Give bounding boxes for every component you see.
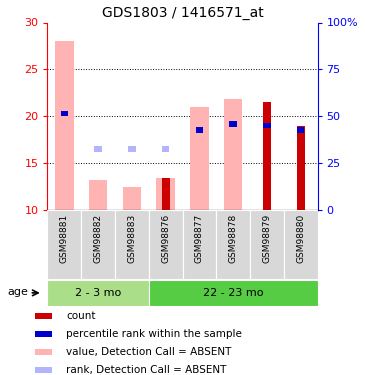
Text: age: age: [7, 287, 28, 297]
Bar: [35, 367, 52, 373]
Text: 2 - 3 mo: 2 - 3 mo: [75, 288, 121, 298]
Text: GSM98877: GSM98877: [195, 213, 204, 263]
Bar: [190, 107, 209, 210]
FancyBboxPatch shape: [284, 210, 318, 279]
Text: 22 - 23 mo: 22 - 23 mo: [203, 288, 264, 298]
Bar: [61, 111, 68, 116]
Text: GSM98881: GSM98881: [60, 213, 69, 263]
Text: count: count: [66, 311, 96, 321]
Bar: [263, 102, 271, 210]
Bar: [128, 146, 135, 152]
FancyBboxPatch shape: [81, 210, 115, 279]
Text: GSM98876: GSM98876: [161, 213, 170, 263]
Title: GDS1803 / 1416571_at: GDS1803 / 1416571_at: [101, 6, 264, 20]
Bar: [123, 187, 141, 210]
Text: value, Detection Call = ABSENT: value, Detection Call = ABSENT: [66, 347, 231, 357]
Text: GSM98880: GSM98880: [296, 213, 305, 263]
Bar: [230, 121, 237, 127]
Bar: [263, 123, 270, 128]
FancyBboxPatch shape: [216, 210, 250, 279]
FancyBboxPatch shape: [47, 210, 81, 279]
FancyBboxPatch shape: [115, 210, 149, 279]
FancyBboxPatch shape: [47, 280, 149, 306]
Text: rank, Detection Call = ABSENT: rank, Detection Call = ABSENT: [66, 365, 226, 375]
Bar: [224, 99, 242, 210]
FancyBboxPatch shape: [149, 280, 318, 306]
Bar: [297, 128, 304, 133]
FancyBboxPatch shape: [182, 210, 216, 279]
Text: GSM98879: GSM98879: [262, 213, 272, 263]
Text: GSM98883: GSM98883: [127, 213, 137, 263]
Bar: [35, 313, 52, 319]
Bar: [162, 146, 169, 152]
Bar: [89, 180, 107, 210]
Text: GSM98878: GSM98878: [228, 213, 238, 263]
Text: percentile rank within the sample: percentile rank within the sample: [66, 329, 242, 339]
FancyBboxPatch shape: [250, 210, 284, 279]
Bar: [196, 128, 203, 133]
Bar: [35, 331, 52, 337]
Bar: [162, 178, 169, 210]
Bar: [297, 126, 304, 210]
Bar: [55, 41, 74, 210]
Bar: [95, 146, 102, 152]
FancyBboxPatch shape: [149, 210, 182, 279]
Text: GSM98882: GSM98882: [93, 213, 103, 262]
Bar: [156, 178, 175, 210]
Bar: [35, 349, 52, 355]
